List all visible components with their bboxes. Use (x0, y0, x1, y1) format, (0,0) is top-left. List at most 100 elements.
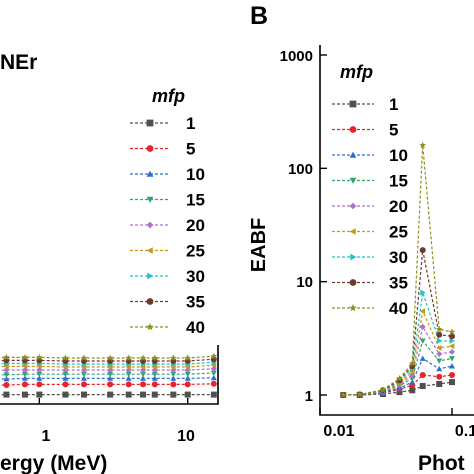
panel-b-legend-marker-30 (350, 253, 357, 261)
panel-b-legend-label-15: 15 (389, 172, 408, 191)
panel-a-point-15 (36, 371, 43, 378)
panel-a-legend-title: mfp (152, 86, 185, 106)
panel-b-y-axis-label: EABF (248, 218, 270, 272)
panel-b-y-tick-10: 10 (296, 274, 313, 291)
panel-a-point-1 (210, 391, 217, 398)
panel-a-legend-marker-35 (146, 298, 154, 305)
panel-b-legend-marker-40 (349, 303, 357, 312)
panel-b-point-30 (420, 289, 426, 296)
panel-a-point-25 (151, 364, 158, 370)
panel-b-legend-marker-25 (349, 228, 356, 235)
panel-a-point-5 (170, 381, 177, 388)
panel-b-point-40 (356, 390, 364, 398)
panel-b-point-10 (436, 365, 443, 372)
panel-b-point-5 (419, 372, 426, 379)
panel-b-point-40 (339, 391, 347, 398)
panel-a-point-1 (184, 391, 191, 398)
panel-b-x-axis-label: Phot (418, 452, 465, 474)
panel-b-legend-marker-20 (349, 202, 357, 210)
panel-b-point-35 (436, 331, 443, 338)
panel-a-point-40 (210, 352, 218, 360)
panel-a-point-10 (140, 375, 147, 381)
panel-a-point-10 (151, 375, 158, 381)
panel-b-series-line-35 (343, 249, 453, 396)
panel-b-x-tick-0.1: 0.1 (455, 423, 474, 440)
panel-a-point-40 (21, 353, 29, 361)
panel-b-legend-label-30: 30 (389, 248, 408, 267)
panel-a-series-line-5 (0, 383, 214, 386)
panel-a-point-15 (81, 371, 87, 378)
panel-a-point-40 (139, 354, 147, 361)
panel-a-legend-marker-10 (146, 170, 154, 177)
panel-b-y-tick-1: 1 (305, 388, 313, 405)
panel-a-x-tick-10: 10 (177, 428, 195, 445)
panel-a-point-10 (210, 374, 217, 381)
panel-a-point-15 (140, 371, 147, 378)
panel-a-axis-lines (0, 345, 219, 405)
panel-a-point-5 (140, 381, 147, 388)
panel-b-y-tick-100: 100 (288, 161, 313, 178)
panel-a-point-15 (3, 372, 10, 378)
panel-a-x-tick-1: 1 (42, 428, 51, 445)
panel-b-point-40 (379, 386, 387, 393)
panel-a-legend-label-10: 10 (186, 165, 205, 184)
panel-b-point-40 (419, 141, 427, 149)
panel-a-legend-marker-5 (146, 145, 154, 152)
panel-b-point-5 (436, 373, 443, 380)
panel-a-point-10 (36, 375, 43, 381)
panel-b-legend-title: mfp (340, 62, 373, 82)
panel-a-series-line-15 (0, 372, 214, 376)
panel-b-legend-label-35: 35 (389, 274, 408, 293)
panel-a-point-5 (107, 381, 114, 388)
panel-a-point-5 (151, 381, 158, 388)
panel-a-point-10 (170, 375, 177, 381)
panel-a-point-40 (184, 354, 192, 361)
panel-b-point-10 (419, 355, 426, 361)
panel-a-legend-label-35: 35 (186, 293, 205, 312)
panel-b-point-15 (419, 338, 426, 344)
panel-a-point-1 (81, 391, 87, 398)
panel-a-point-40 (106, 354, 114, 361)
panel-a-point-25 (170, 364, 176, 370)
panel-a-point-25 (62, 364, 68, 370)
panel-a-point-15 (184, 371, 191, 378)
panel-b-point-40 (408, 359, 416, 367)
panel-a-point-5 (210, 380, 217, 387)
panel-b-legend-label-25: 25 (389, 223, 408, 242)
panel-a-point-25 (210, 362, 217, 369)
panel-a-point-1 (151, 391, 158, 398)
panel-a-series-line-10 (0, 377, 214, 380)
panel-b-point-35 (449, 333, 455, 340)
panel-a-legend-label-40: 40 (186, 318, 205, 337)
panel-a-point-25 (3, 363, 9, 370)
panel-b-legend-label-1: 1 (389, 95, 398, 114)
panel-a-point-1 (170, 391, 177, 398)
panel-a-point-5 (184, 381, 191, 388)
panel-a-point-25 (184, 364, 191, 370)
panel-b-point-20 (449, 348, 455, 355)
panel-a-point-25 (81, 364, 87, 370)
panel-a-point-40 (151, 354, 159, 361)
panel-b-point-30 (436, 337, 443, 344)
panel-a-point-25 (125, 364, 132, 370)
panel-b-point-30 (449, 337, 455, 344)
panel-a-title: NEr (0, 51, 37, 74)
panel-a-legend-label-30: 30 (186, 267, 205, 286)
panel-a-point-1 (62, 391, 69, 398)
panel-a-legend-label-20: 20 (186, 216, 205, 235)
panel-b-point-40 (448, 328, 456, 335)
panel-a-legend-label-1: 1 (186, 114, 195, 133)
panel-a-point-5 (21, 381, 28, 388)
panel-a-series-line-20 (0, 368, 214, 371)
panel-a-point-40 (169, 354, 177, 361)
panel-b-point-40 (435, 325, 443, 333)
panel-b-point-20 (419, 323, 426, 330)
panel-b-point-10 (409, 379, 416, 385)
panel-a-point-5 (81, 381, 87, 388)
panel-a-point-10 (107, 375, 114, 381)
panel-a-point-10 (21, 375, 28, 381)
panel-a-point-5 (36, 381, 43, 388)
